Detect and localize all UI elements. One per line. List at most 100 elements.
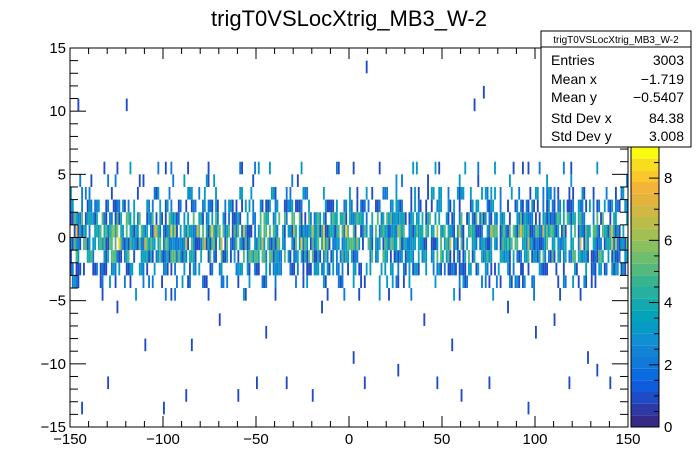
heatmap-bin [527, 401, 530, 415]
heatmap-bin [371, 224, 374, 238]
heatmap-bin [332, 224, 335, 238]
heatmap-bin [296, 250, 299, 263]
heatmap-bin [447, 250, 450, 263]
heatmap-bin [148, 199, 150, 213]
heatmap-bin [462, 186, 465, 200]
heatmap-bin [458, 275, 461, 289]
heatmap-bin [466, 275, 469, 289]
heatmap-bin [564, 224, 567, 238]
heatmap-bin [304, 224, 307, 238]
heatmap-bin [161, 250, 163, 263]
heatmap-bin [142, 262, 145, 276]
heatmap-bin [486, 199, 489, 213]
heatmap-bin [557, 250, 560, 263]
heatmap-bin [345, 224, 348, 238]
heatmap-bin [590, 262, 593, 276]
heatmap-bin [90, 199, 93, 213]
heatmap-bin [105, 262, 108, 276]
heatmap-bin [596, 237, 599, 251]
heatmap-bin [157, 250, 160, 263]
color-scale-step [631, 252, 659, 264]
heatmap-bin [313, 237, 316, 251]
heatmap-bin [356, 250, 359, 263]
heatmap-bin [488, 224, 491, 238]
heatmap-bin [298, 224, 301, 238]
heatmap-bin [133, 224, 136, 238]
heatmap-bin [577, 275, 580, 289]
heatmap-bin [529, 224, 532, 238]
heatmap-bin [151, 237, 154, 251]
heatmap-bin [503, 250, 506, 263]
heatmap-bin [114, 174, 117, 187]
heatmap-bin [248, 199, 251, 213]
heatmap-bin [508, 275, 511, 289]
heatmap-bin [601, 224, 604, 238]
heatmap-bin [553, 313, 556, 326]
heatmap-bin [473, 98, 476, 112]
heatmap-bin [360, 212, 363, 225]
heatmap-bin [127, 250, 130, 263]
heatmap-bin [386, 224, 389, 238]
heatmap-bin [308, 224, 310, 238]
heatmap-bin [211, 262, 214, 276]
heatmap-bin [488, 275, 491, 289]
heatmap-bin [151, 212, 154, 225]
heatmap-bin [103, 224, 106, 238]
heatmap-bin [412, 262, 415, 276]
heatmap-bin [274, 262, 277, 276]
heatmap-bin [484, 275, 487, 289]
heatmap-bin [421, 212, 424, 225]
heatmap-bin [239, 262, 242, 276]
heatmap-bin [177, 250, 180, 263]
heatmap-bin [81, 401, 84, 415]
heatmap-bin [464, 262, 467, 276]
heatmap-bin [306, 237, 309, 251]
heatmap-bin [84, 224, 87, 238]
heatmap-bin [421, 237, 424, 251]
heatmap-bin [161, 275, 163, 289]
heatmap-bin [123, 275, 126, 289]
heatmap-bin [326, 262, 329, 276]
heatmap-bin [525, 237, 528, 251]
heatmap-bin [590, 275, 593, 289]
color-scale-step [631, 263, 659, 276]
heatmap-bin [482, 212, 485, 225]
heatmap-bin [183, 224, 186, 238]
heatmap-bin [523, 212, 526, 225]
heatmap-bin [415, 212, 418, 225]
heatmap-bin [293, 237, 296, 251]
heatmap-bin [317, 262, 320, 276]
heatmap-bin [335, 224, 338, 238]
heatmap-bin [453, 212, 456, 225]
heatmap-bins [70, 60, 628, 415]
heatmap-bin [592, 250, 595, 263]
heatmap-bin [215, 212, 217, 225]
heatmap-bin [207, 212, 210, 225]
heatmap-bin [278, 212, 281, 225]
heatmap-bin [440, 224, 442, 238]
heatmap-bin [531, 212, 534, 225]
heatmap-bin [583, 250, 586, 263]
heatmap-bin [77, 262, 80, 276]
heatmap-bin [577, 212, 580, 225]
heatmap-bin [447, 224, 450, 238]
heatmap-bin [518, 250, 521, 263]
heatmap-bin [462, 237, 465, 251]
heatmap-bin [83, 262, 85, 276]
heatmap-bin [458, 224, 461, 238]
heatmap-bin [265, 224, 268, 238]
heatmap-bin [520, 262, 522, 276]
heatmap-bin [527, 199, 530, 213]
heatmap-bin [174, 212, 177, 225]
heatmap-bin [330, 212, 333, 225]
heatmap-bin [375, 237, 377, 251]
heatmap-bin [328, 237, 331, 251]
heatmap-bin [484, 262, 487, 276]
heatmap-bin [300, 250, 303, 263]
heatmap-bin [529, 237, 532, 251]
heatmap-bin [233, 237, 236, 251]
heatmap-bin [246, 237, 249, 251]
heatmap-bin [176, 250, 178, 263]
heatmap-bin [332, 262, 335, 276]
